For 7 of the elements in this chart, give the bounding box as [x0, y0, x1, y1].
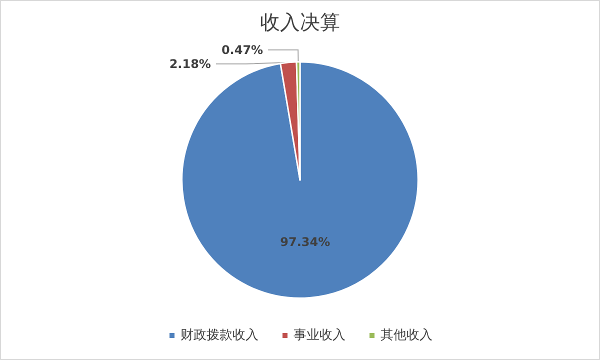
chart-title: 收入决算: [260, 10, 340, 34]
legend-label: 财政拨款收入: [180, 328, 258, 343]
legend-label: 其他收入: [380, 328, 432, 343]
data-label: 2.18%: [169, 56, 211, 71]
data-label: 0.47%: [221, 42, 264, 57]
legend-label: 事业收入: [294, 328, 346, 343]
data-label: 97.34%: [280, 234, 330, 249]
